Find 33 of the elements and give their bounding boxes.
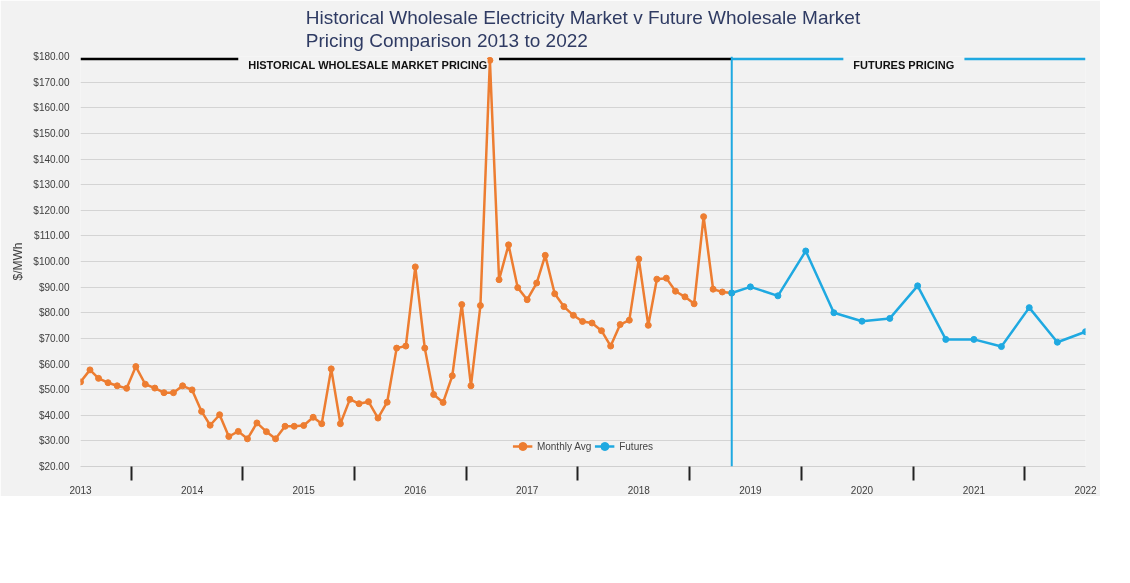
y-tick-label: $100.00 (33, 256, 70, 267)
annotation: FUTURES PRICING (853, 59, 955, 72)
y-tick-label: $130.00 (33, 179, 70, 191)
legend-label: Futures (619, 440, 654, 452)
x-tick-label: 2015 (292, 484, 316, 496)
y-tick-label: $150.00 (33, 127, 70, 139)
chart-title: Historical Wholesale Electricity Market v Future Wholesale Market Pricing Comparison 2013 to 2022 (305, 7, 861, 52)
y-tick-label: $70.00 (38, 332, 70, 344)
y-tick-label: $80.00 (38, 307, 70, 319)
y-tick-label: $50.00 (38, 384, 70, 396)
y-tick-label: $170.00 (33, 76, 70, 88)
y-tick-label: $180.00 (33, 51, 70, 62)
x-tick-label: 2020 (850, 484, 874, 496)
y-tick-label: $40.00 (38, 409, 70, 421)
x-tick-label: 2021 (962, 484, 986, 496)
y-tick-label: $140.00 (33, 153, 70, 165)
x-tick-label: 2018 (627, 484, 651, 496)
y-tick-label: $60.00 (38, 358, 70, 370)
legend-label: Monthly Avg (536, 440, 592, 452)
x-tick-label: 2013 (69, 484, 93, 496)
y-tick-label: $30.00 (38, 435, 70, 447)
x-tick-label: 2016 (404, 484, 427, 496)
x-tick-label: 2014 (180, 484, 204, 496)
annotation: HISTORICAL WHOLESALE MARKET PRICING (248, 59, 488, 72)
x-tick-label: 2022 (1074, 484, 1098, 496)
y-tick-label: $120.00 (33, 204, 70, 216)
y-tick-label: $90.00 (38, 281, 70, 293)
y-tick-label: $110.00 (34, 230, 70, 242)
y-tick-label: $20.00 (38, 461, 70, 472)
x-tick-label: 2019 (739, 484, 762, 496)
x-tick-label: 2017 (516, 484, 539, 496)
y-tick-label: $160.00 (33, 102, 70, 114)
y-axis-title: $/MWh (11, 242, 26, 281)
